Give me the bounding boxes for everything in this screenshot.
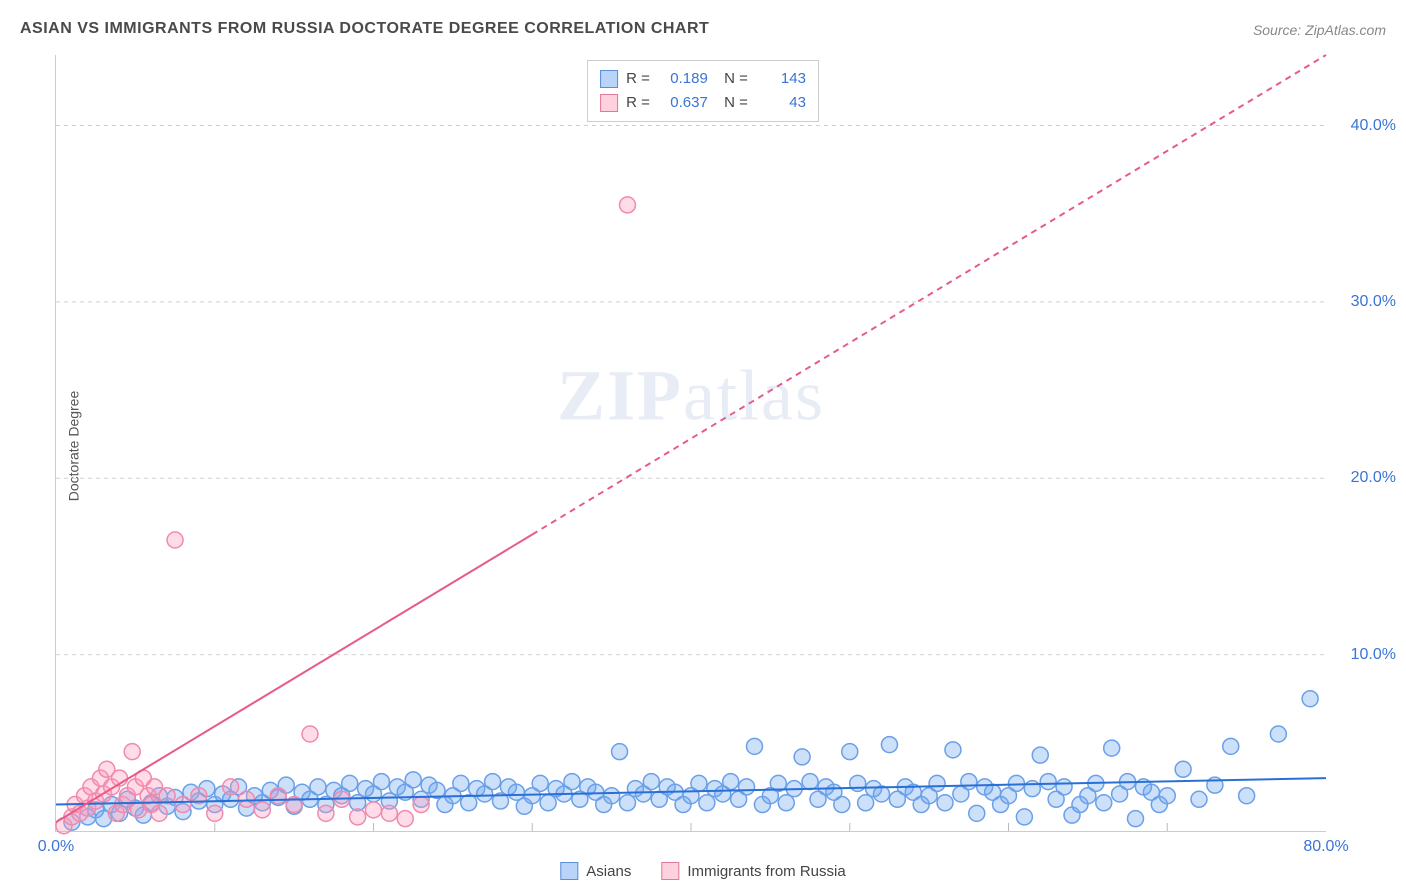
- data-point: [151, 805, 167, 821]
- data-point: [604, 788, 620, 804]
- data-point: [1096, 795, 1112, 811]
- data-point: [532, 775, 548, 791]
- data-point: [302, 726, 318, 742]
- data-point: [643, 774, 659, 790]
- series-legend: Asians Immigrants from Russia: [560, 862, 845, 880]
- stats-n-value: 143: [756, 67, 806, 91]
- data-point: [834, 797, 850, 813]
- data-point: [207, 805, 223, 821]
- data-point: [1223, 738, 1239, 754]
- data-point: [485, 774, 501, 790]
- stats-legend: R = 0.189 N = 143 R = 0.637 N = 43: [587, 60, 819, 122]
- data-point: [842, 744, 858, 760]
- y-tick-label: 40.0%: [1351, 117, 1396, 135]
- data-point: [1032, 747, 1048, 763]
- data-point: [1270, 726, 1286, 742]
- data-point: [175, 797, 191, 813]
- swatch-blue: [600, 70, 618, 88]
- stats-r-value: 0.189: [658, 67, 708, 91]
- data-point: [778, 795, 794, 811]
- legend-label: Asians: [586, 863, 631, 880]
- data-point: [929, 775, 945, 791]
- data-point: [223, 779, 239, 795]
- data-point: [969, 805, 985, 821]
- data-point: [1024, 781, 1040, 797]
- data-point: [310, 779, 326, 795]
- data-point: [937, 795, 953, 811]
- trend-line-dashed: [532, 55, 1326, 534]
- scatter-svg: [56, 55, 1326, 831]
- data-point: [1191, 791, 1207, 807]
- stats-n-value: 43: [756, 91, 806, 115]
- swatch-pink: [661, 862, 679, 880]
- data-point: [1239, 788, 1255, 804]
- data-point: [1104, 740, 1120, 756]
- data-point: [405, 772, 421, 788]
- stats-r-label: R =: [626, 67, 650, 91]
- data-point: [850, 775, 866, 791]
- stats-n-label: N =: [716, 67, 748, 91]
- data-point: [620, 197, 636, 213]
- data-point: [802, 774, 818, 790]
- data-point: [342, 775, 358, 791]
- stats-row-asians: R = 0.189 N = 143: [600, 67, 806, 91]
- data-point: [373, 774, 389, 790]
- data-point: [508, 784, 524, 800]
- legend-label: Immigrants from Russia: [687, 863, 845, 880]
- y-tick-label: 20.0%: [1351, 469, 1396, 487]
- chart-title: ASIAN VS IMMIGRANTS FROM RUSSIA DOCTORAT…: [20, 20, 709, 38]
- data-point: [1008, 775, 1024, 791]
- data-point: [453, 775, 469, 791]
- data-point: [739, 779, 755, 795]
- x-tick-label: 80.0%: [1303, 838, 1348, 856]
- data-point: [723, 774, 739, 790]
- data-point: [397, 811, 413, 827]
- data-point: [945, 742, 961, 758]
- data-point: [858, 795, 874, 811]
- stats-r-label: R =: [626, 91, 650, 115]
- legend-item-asians: Asians: [560, 862, 631, 880]
- y-tick-label: 30.0%: [1351, 293, 1396, 311]
- data-point: [794, 749, 810, 765]
- data-point: [1302, 691, 1318, 707]
- data-point: [270, 788, 286, 804]
- data-point: [167, 532, 183, 548]
- data-point: [564, 774, 580, 790]
- data-point: [691, 775, 707, 791]
- data-point: [1159, 788, 1175, 804]
- swatch-pink: [600, 94, 618, 112]
- data-point: [1016, 809, 1032, 825]
- data-point: [413, 797, 429, 813]
- data-point: [620, 795, 636, 811]
- data-point: [1056, 779, 1072, 795]
- data-point: [881, 737, 897, 753]
- data-point: [350, 809, 366, 825]
- data-point: [699, 795, 715, 811]
- stats-row-russia: R = 0.637 N = 43: [600, 91, 806, 115]
- legend-item-russia: Immigrants from Russia: [661, 862, 845, 880]
- data-point: [1040, 774, 1056, 790]
- data-point: [747, 738, 763, 754]
- data-point: [381, 805, 397, 821]
- data-point: [540, 795, 556, 811]
- data-point: [461, 795, 477, 811]
- stats-r-value: 0.637: [658, 91, 708, 115]
- stats-n-label: N =: [716, 91, 748, 115]
- data-point: [366, 802, 382, 818]
- y-tick-label: 10.0%: [1351, 646, 1396, 664]
- swatch-blue: [560, 862, 578, 880]
- data-point: [124, 744, 140, 760]
- data-point: [961, 774, 977, 790]
- data-point: [318, 805, 334, 821]
- x-tick-label: 0.0%: [38, 838, 74, 856]
- plot-area: ZIPatlas 10.0%20.0%30.0%40.0%0.0%80.0%: [55, 55, 1326, 832]
- data-point: [1175, 761, 1191, 777]
- data-point: [254, 802, 270, 818]
- source-label: Source: ZipAtlas.com: [1253, 22, 1386, 38]
- data-point: [239, 791, 255, 807]
- data-point: [612, 744, 628, 760]
- data-point: [1128, 811, 1144, 827]
